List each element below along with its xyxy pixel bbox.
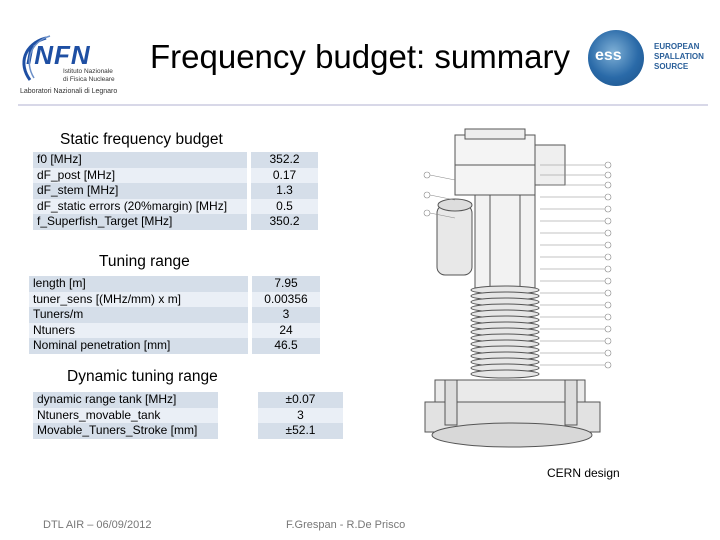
infn-logo-subtitle: Istituto Nazionale di Fisica Nucleare <box>63 68 115 83</box>
tuning-section-title: Tuning range <box>99 253 190 270</box>
row-label: dF_post [MHz] <box>33 167 247 183</box>
row-label: Movable_Tuners_Stroke [mm] <box>33 423 218 439</box>
row-label: Ntuners_movable_tank <box>33 407 218 423</box>
table-row: f_Superfish_Target [MHz] 350.2 <box>33 214 318 230</box>
row-value: 46.5 <box>252 338 320 354</box>
dynamic-table: dynamic range tank [MHz] ±0.07 Ntuners_mov… <box>33 392 343 439</box>
infn-swoosh-icon <box>22 35 51 81</box>
row-label: length [m] <box>29 276 248 292</box>
dynamic-section-title: Dynamic tuning range <box>67 368 218 385</box>
table-row: Ntuners_movable_tank 3 <box>33 407 343 423</box>
row-value: 0.5 <box>251 198 318 214</box>
row-value: ±52.1 <box>258 423 343 439</box>
row-label: f0 [MHz] <box>33 152 247 168</box>
static-section-title: Static frequency budget <box>60 131 223 148</box>
table-row: dF_static errors (20%margin) [MHz] 0.5 <box>33 198 318 214</box>
table-row: Nominal penetration [mm] 46.5 <box>29 338 320 354</box>
row-value: 3 <box>258 407 343 423</box>
table-row: tuner_sens [(MHz/mm) x m] 0.00356 <box>29 291 320 307</box>
row-label: Nominal penetration [mm] <box>29 338 248 354</box>
row-value: ±0.07 <box>258 392 343 408</box>
row-value: 3 <box>252 307 320 323</box>
table-row: Tuners/m 3 <box>29 307 320 323</box>
row-label: dynamic range tank [MHz] <box>33 392 218 408</box>
table-row: dF_stem [MHz] 1.3 <box>33 183 318 199</box>
header-divider <box>18 104 708 106</box>
tuner-drawing <box>423 128 612 448</box>
row-label: dF_static errors (20%margin) [MHz] <box>33 198 247 214</box>
row-value: 1.3 <box>251 183 318 199</box>
table-row: dF_post [MHz] 0.17 <box>33 167 318 183</box>
row-label: f_Superfish_Target [MHz] <box>33 214 247 230</box>
row-value: 7.95 <box>252 276 320 292</box>
table-row: length [m] 7.95 <box>29 276 320 292</box>
table-row: Ntuners 24 <box>29 322 320 338</box>
page-title: Frequency budget: summary <box>150 38 571 75</box>
row-value: 352.2 <box>251 152 318 168</box>
tuning-table: length [m] 7.95 tuner_sens [(MHz/mm) x m] 0… <box>29 276 320 354</box>
infn-lab-name: Laboratori Nazionali di Legnaro <box>20 88 118 95</box>
row-value: 0.00356 <box>252 291 320 307</box>
static-table: f0 [MHz] 352.2 dF_post [MHz] 0.17 dF_stem [M… <box>33 152 318 230</box>
row-value: 24 <box>252 322 320 338</box>
ess-logo-letters: ess <box>595 47 622 64</box>
row-value: 350.2 <box>251 214 318 230</box>
row-value: 0.17 <box>251 167 318 183</box>
table-row: f0 [MHz] 352.2 <box>33 152 318 168</box>
ess-logo-icon <box>588 30 644 86</box>
ess-logo-text: EUROPEAN SPALLATION SOURCE <box>654 42 704 71</box>
row-label: tuner_sens [(MHz/mm) x m] <box>29 291 248 307</box>
row-label: dF_stem [MHz] <box>33 183 247 199</box>
footer-authors: F.Grespan - R.De Prisco <box>286 519 406 531</box>
infn-logo-word: INFN <box>26 40 91 70</box>
drawing-caption: CERN design <box>547 466 620 480</box>
row-label: Tuners/m <box>29 307 248 323</box>
row-label: Ntuners <box>29 322 248 338</box>
table-row: dynamic range tank [MHz] ±0.07 <box>33 392 343 408</box>
table-row: Movable_Tuners_Stroke [mm] ±52.1 <box>33 423 343 439</box>
footer-date: DTL AIR – 06/09/2012 <box>43 519 152 531</box>
